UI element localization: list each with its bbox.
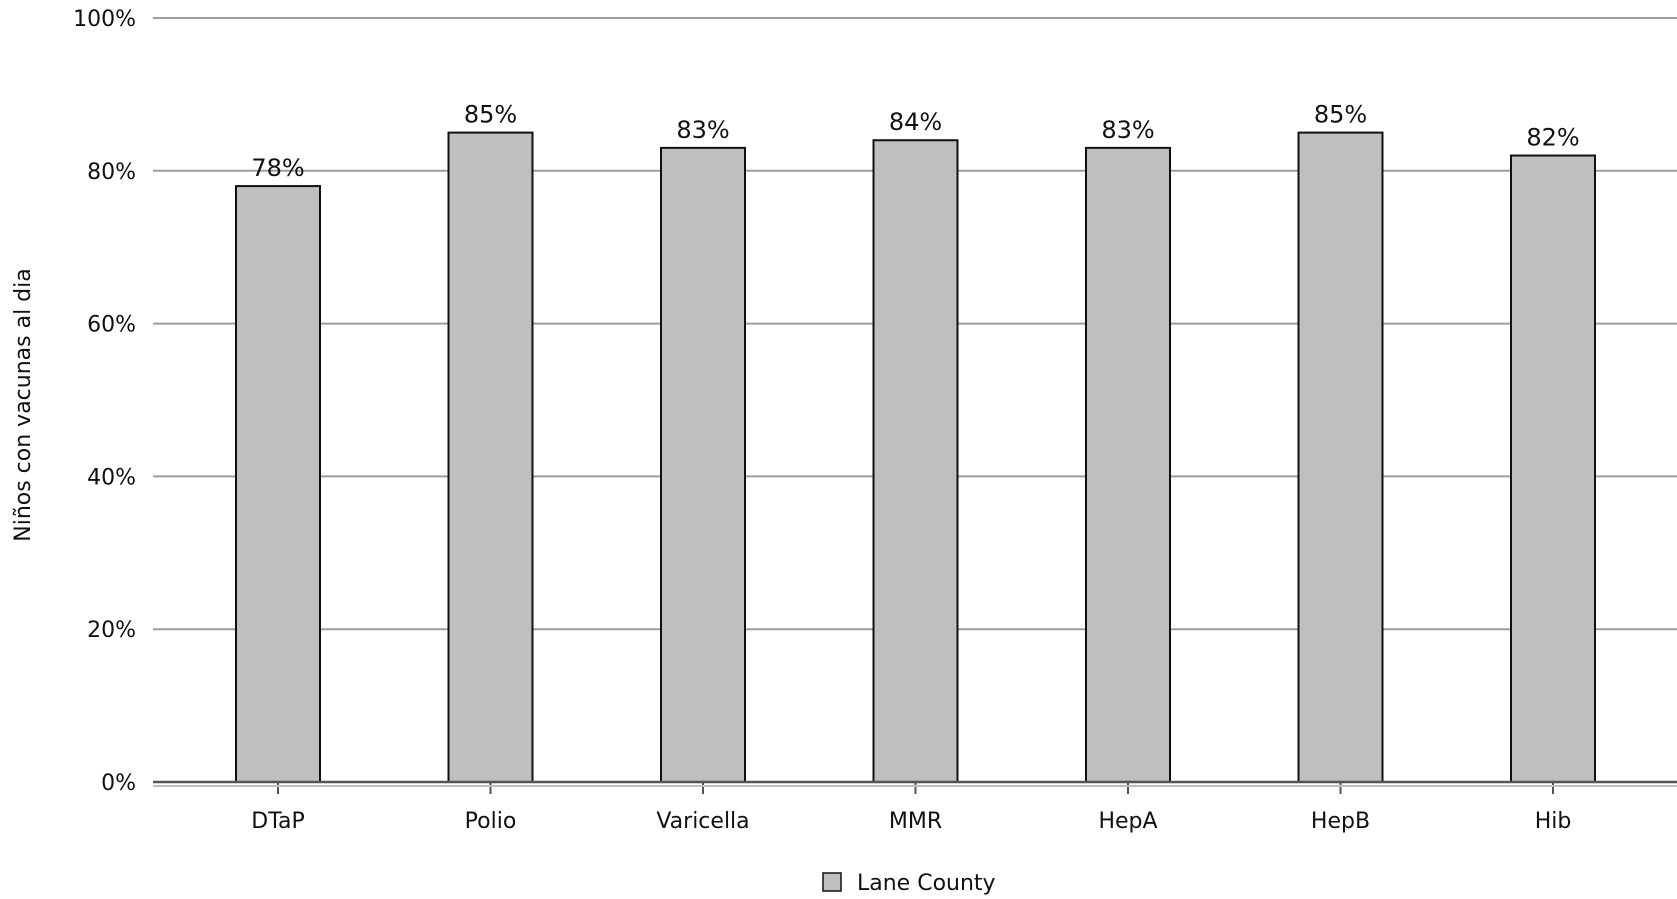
- x-tick-label: HepA: [1098, 809, 1157, 834]
- bar: [1510, 154, 1596, 783]
- data-label: 82%: [1526, 124, 1579, 152]
- x-tick-label: Hib: [1535, 809, 1572, 834]
- data-label: 83%: [676, 116, 729, 144]
- y-tick-label: 80%: [87, 160, 136, 185]
- bars: [235, 131, 1596, 784]
- legend-label-lane-county: Lane County: [857, 871, 996, 896]
- bar: [1297, 131, 1384, 784]
- bar: [235, 185, 321, 783]
- data-label: 85%: [464, 101, 517, 129]
- x-tick-label: HepB: [1311, 809, 1370, 834]
- data-label: 78%: [251, 154, 304, 182]
- y-tick-label: 100%: [73, 7, 136, 32]
- y-tick-label: 40%: [87, 465, 136, 490]
- bar: [1085, 146, 1171, 783]
- data-label: 84%: [889, 108, 942, 136]
- legend-swatch-lane-county: [822, 872, 842, 892]
- data-label: 83%: [1101, 116, 1154, 144]
- x-tick-label: MMR: [889, 809, 942, 834]
- x-tick-label: Varicella: [656, 809, 749, 834]
- data-label: 85%: [1314, 101, 1367, 129]
- y-tick-label: 0%: [101, 771, 136, 796]
- x-tick-label: DTaP: [251, 809, 305, 834]
- legend: Lane County: [822, 871, 996, 896]
- x-tick-label: Polio: [465, 809, 517, 834]
- y-tick-label: 20%: [87, 618, 136, 643]
- y-axis-title: Niños con vacunas al dia: [11, 268, 36, 542]
- data-labels: 78% 85% 83% 84% 83% 85% 82%: [251, 101, 1579, 182]
- y-axis-ticks: 0% 20% 40% 60% 80% 100%: [73, 7, 136, 796]
- y-tick-label: 60%: [87, 313, 136, 338]
- bar: [447, 131, 534, 784]
- bar: [872, 139, 959, 784]
- bar: [660, 146, 746, 783]
- x-axis: DTaP Polio Varicella MMR HepA HepB Hib: [153, 780, 1677, 834]
